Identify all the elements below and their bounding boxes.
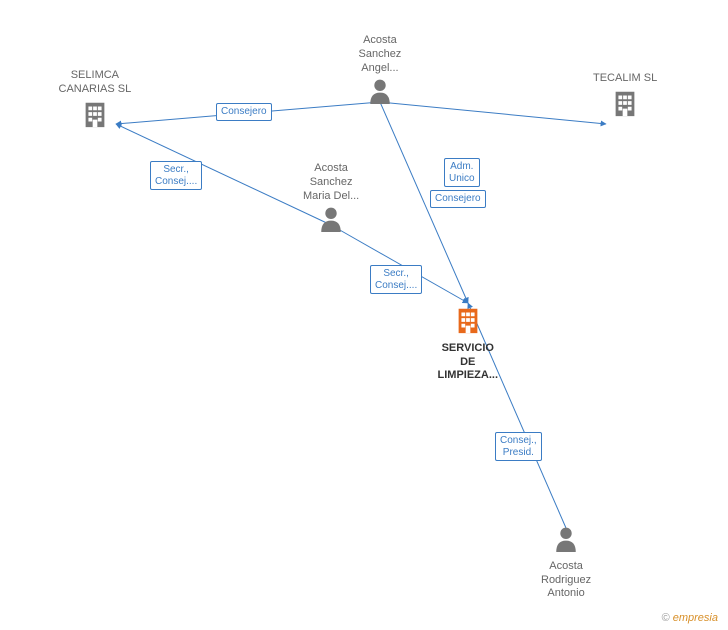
node-label: Acosta Rodriguez Antonio bbox=[541, 560, 591, 601]
company-icon bbox=[610, 88, 640, 118]
node-servicio[interactable]: SERVICIO DE LIMPIEZA... bbox=[438, 305, 499, 383]
node-maria[interactable]: Acosta Sanchez Maria Del... bbox=[303, 162, 359, 238]
node-tecalim[interactable]: TECALIM SL bbox=[593, 72, 657, 123]
node-label: TECALIM SL bbox=[593, 72, 657, 86]
edge-angel-tecalim bbox=[380, 102, 606, 124]
node-selimca[interactable]: SELIMCA CANARIAS SL bbox=[59, 69, 132, 133]
node-label: Acosta Sanchez Angel... bbox=[359, 34, 402, 75]
company-icon bbox=[80, 99, 110, 129]
edge-label-angel-selimca: Consejero bbox=[216, 103, 272, 121]
node-label: SELIMCA CANARIAS SL bbox=[59, 69, 132, 97]
node-label: SERVICIO DE LIMPIEZA... bbox=[438, 342, 499, 383]
copyright-symbol: © bbox=[662, 612, 670, 624]
edge-label-maria-servicio: Secr., Consej.... bbox=[370, 265, 422, 294]
edge-label-angel-tecalim: Adm. Unico bbox=[444, 158, 480, 187]
person-icon bbox=[318, 205, 344, 233]
person-icon bbox=[367, 77, 393, 105]
company-icon bbox=[453, 305, 483, 335]
edge-label-antonio-servicio: Consej., Presid. bbox=[495, 432, 542, 461]
node-angel[interactable]: Acosta Sanchez Angel... bbox=[359, 34, 402, 110]
node-label: Acosta Sanchez Maria Del... bbox=[303, 162, 359, 203]
org-network-diagram: SELIMCA CANARIAS SL TECALIM SL SERVICIO … bbox=[0, 0, 728, 630]
edge-label-maria-selimca: Secr., Consej.... bbox=[150, 161, 202, 190]
edge-label-angel-servicio: Consejero bbox=[430, 190, 486, 208]
person-icon bbox=[553, 525, 579, 553]
copyright: © empresia bbox=[662, 612, 718, 624]
edge-maria-selimca bbox=[116, 124, 331, 225]
copyright-brand: empresia bbox=[673, 612, 718, 624]
node-antonio[interactable]: Acosta Rodriguez Antonio bbox=[541, 525, 591, 601]
